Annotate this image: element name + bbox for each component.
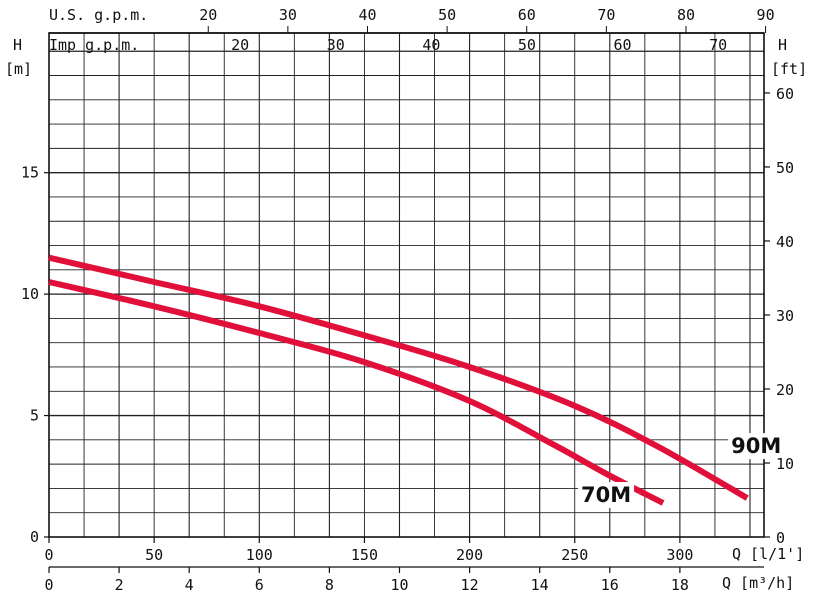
top-axis-usgpm-tick-label: 80 (677, 6, 695, 24)
left-axis-tick-label: 10 (21, 285, 39, 303)
top-axis-usgpm-tick-label: 90 (757, 6, 775, 24)
bottom-axis-m3h-tick-label: 6 (255, 576, 264, 594)
top-axis-impgpm-tick-label: 70 (709, 36, 727, 54)
bottom-axis-lpm-tick-label: 200 (456, 546, 483, 564)
bottom-axis-lpm-title: Q [l/1'] (732, 545, 804, 563)
left-axis-label: H (13, 36, 22, 54)
top-axis-usgpm-title: U.S. g.p.m. (49, 6, 148, 24)
bottom-axis-m3h-tick-label: 2 (115, 576, 124, 594)
top-axis-impgpm-tick-label: 60 (613, 36, 631, 54)
bottom-axis-m3h-tick-label: 0 (44, 576, 53, 594)
top-axis-usgpm-tick-label: 20 (199, 6, 217, 24)
right-axis-tick-label: 0 (776, 529, 785, 547)
bottom-axis-lpm-tick-label: 0 (44, 546, 53, 564)
left-axis-unit: [m] (5, 60, 32, 78)
top-axis-impgpm-tick-label: 40 (422, 36, 440, 54)
bottom-axis-m3h-tick-label: 12 (461, 576, 479, 594)
top-axis-impgpm-title: Imp g.p.m. (49, 36, 139, 54)
bottom-axis-lpm-tick-label: 250 (561, 546, 588, 564)
top-axis-usgpm-tick-label: 30 (279, 6, 297, 24)
left-axis-tick-label: 5 (30, 407, 39, 425)
axis-ticks-layer (44, 26, 770, 573)
top-axis-usgpm-tick-label: 60 (518, 6, 536, 24)
top-axis-usgpm-tick-label: 70 (597, 6, 615, 24)
top-axis-usgpm-tick-label: 50 (438, 6, 456, 24)
right-axis-tick-label: 60 (776, 85, 794, 103)
right-axis-unit: [ft] (771, 60, 807, 78)
right-axis-tick-label: 10 (776, 455, 794, 473)
curve-label-90m: 90M (731, 434, 781, 458)
curve-label-background (728, 433, 785, 460)
bottom-axis-m3h-title: Q [m³/h] (722, 574, 794, 592)
bottom-axis-m3h-tick-label: 14 (531, 576, 549, 594)
top-axis-impgpm-tick-label: 50 (518, 36, 536, 54)
bottom-axis-m3h-tick-label: 8 (325, 576, 334, 594)
bottom-axis-lpm-tick-label: 50 (145, 546, 163, 564)
right-axis-label: H (778, 36, 787, 54)
top-axis-impgpm-tick-label: 30 (327, 36, 345, 54)
top-axis-impgpm-tick-label: 20 (231, 36, 249, 54)
bottom-axis-m3h-tick-label: 10 (390, 576, 408, 594)
bottom-axis-lpm-tick-label: 300 (666, 546, 693, 564)
right-axis-tick-label: 30 (776, 307, 794, 325)
bottom-axis-lpm-tick-label: 100 (246, 546, 273, 564)
bottom-axis-m3h-tick-label: 4 (185, 576, 194, 594)
bottom-axis-lpm-tick-label: 150 (351, 546, 378, 564)
curve-label-background (578, 481, 635, 508)
right-axis-tick-label: 20 (776, 381, 794, 399)
bottom-axis-m3h-tick-label: 18 (671, 576, 689, 594)
left-axis-tick-label: 15 (21, 164, 39, 182)
left-axis-tick-label: 0 (30, 528, 39, 546)
curves-layer: 90M 70M (48, 254, 785, 508)
top-axis-usgpm-tick-label: 40 (358, 6, 376, 24)
chart-grid (49, 33, 764, 537)
curve-70m (48, 279, 665, 506)
bottom-axis-m3h-tick-label: 16 (601, 576, 619, 594)
right-axis-tick-label: 40 (776, 233, 794, 251)
right-axis-tick-label: 50 (776, 159, 794, 177)
curve-90m (48, 254, 749, 501)
curve-label-70m: 70M (581, 483, 631, 507)
